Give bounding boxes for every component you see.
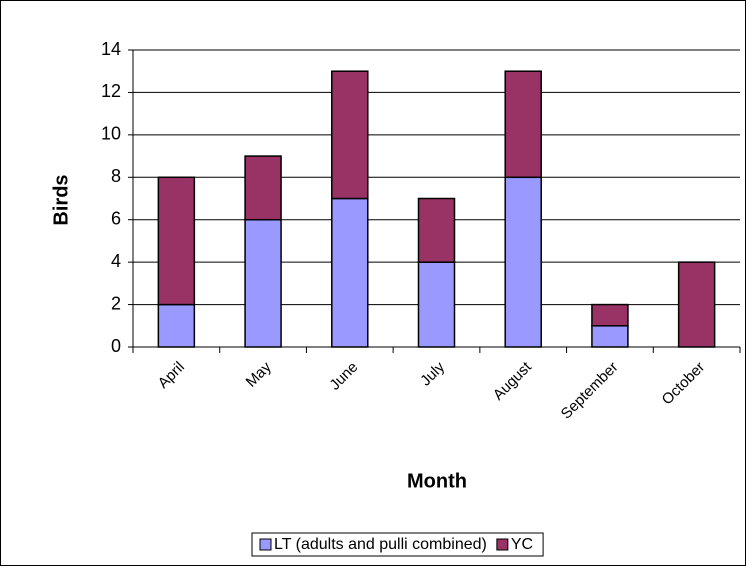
bar-segment [591,303,629,327]
bar-segment [244,155,282,221]
legend-swatch [259,538,272,551]
legend-box [251,532,544,557]
legend-swatch [496,538,509,551]
y-tick-label: 0 [111,336,121,356]
bar-segment [331,197,369,348]
bar-segment [244,218,282,348]
bar-segment [504,176,542,348]
legend-label: YC [511,536,533,553]
y-tick-label: 10 [101,124,121,144]
y-axis-label: Birds [50,174,72,225]
y-tick-label: 2 [111,293,121,313]
y-tick-label: 6 [111,208,121,228]
bar-segment [157,176,196,306]
y-tick-label: 12 [101,81,121,101]
x-axis-label: Month [407,470,467,492]
y-tick-label: 8 [111,166,121,186]
y-tick-label: 14 [101,39,121,59]
legend-label: LT (adults and pulli combined) [274,536,487,553]
y-tick-label: 4 [111,251,121,271]
bar-segment [417,197,456,263]
bar-segment [331,70,369,200]
bar-segment [504,70,542,179]
bar-segment [677,261,716,348]
bar-segment [591,325,629,348]
bar-segment [157,303,196,348]
legend: LT (adults and pulli combined) YC [251,532,544,557]
bar-segment [417,261,456,348]
